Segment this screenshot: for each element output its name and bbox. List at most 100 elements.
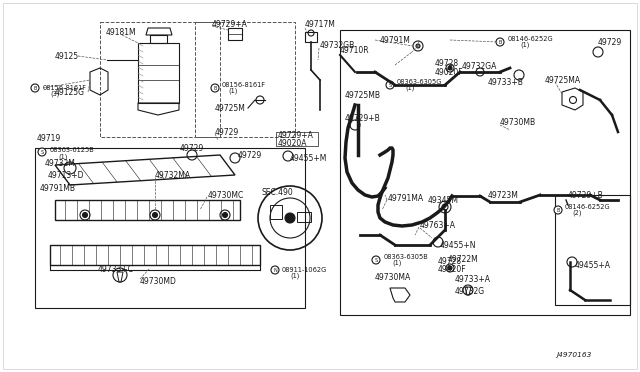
Bar [138,43,179,103]
Text: 49732MA: 49732MA [155,170,191,180]
Bar [50,245,260,265]
Text: 49732GB: 49732GB [320,41,355,49]
Text: 49719: 49719 [37,134,61,142]
Text: 49125G: 49125G [55,87,85,96]
Text: J4970163: J4970163 [556,352,591,358]
Text: 49791M: 49791M [380,35,411,45]
Text: (3): (3) [50,91,60,97]
Text: 08146-6252G: 08146-6252G [508,36,554,42]
Bar [276,132,318,146]
Text: 49732GA: 49732GA [462,61,497,71]
Text: 49728: 49728 [435,58,459,67]
Text: 49710R: 49710R [340,45,370,55]
Text: 49733+B: 49733+B [488,77,524,87]
Text: 49722M: 49722M [448,256,479,264]
Text: 08156-8161F: 08156-8161F [43,85,87,91]
Text: 49725M: 49725M [215,103,246,112]
Text: 49729: 49729 [238,151,262,160]
Text: 49791MA: 49791MA [388,193,424,202]
Text: B: B [556,208,560,212]
Text: 49728: 49728 [438,257,462,266]
Text: 49729: 49729 [598,38,622,46]
Circle shape [416,44,420,48]
Text: 49729+A: 49729+A [212,19,248,29]
Text: SEC.490: SEC.490 [262,187,294,196]
Bar [150,35,167,43]
Text: (2): (2) [572,210,582,216]
Text: 49733+A: 49733+A [455,276,491,285]
Text: 49729+B: 49729+B [345,113,381,122]
Text: 49729: 49729 [215,128,239,137]
Text: 49729: 49729 [180,144,204,153]
Text: 49020F: 49020F [438,266,467,275]
Text: S: S [40,150,44,154]
Text: 08911-1062G: 08911-1062G [282,267,327,273]
Text: 08146-6252G: 08146-6252G [565,204,611,210]
Text: 49763+A: 49763+A [420,221,456,230]
Text: 49455+M: 49455+M [290,154,328,163]
Text: 49181M: 49181M [106,28,136,36]
Text: 49020F: 49020F [435,67,463,77]
Text: (1): (1) [228,88,237,94]
Text: B: B [213,86,217,90]
Text: 49725MA: 49725MA [545,76,581,84]
Bar [228,28,242,40]
Bar [100,22,220,137]
Circle shape [285,213,295,223]
Text: 49020A: 49020A [278,138,307,148]
Text: 08363-6305G: 08363-6305G [397,79,442,85]
Text: 49455+A: 49455+A [575,260,611,269]
Text: 49713+D: 49713+D [48,170,84,180]
Bar [55,200,240,220]
Text: N: N [273,267,277,273]
Circle shape [152,212,157,218]
Circle shape [83,212,88,218]
Text: 08363-6125B: 08363-6125B [50,147,95,153]
Text: 49730MB: 49730MB [500,118,536,126]
Bar [555,195,630,305]
Text: 49732G: 49732G [455,288,485,296]
Circle shape [31,84,39,92]
Text: 49732M: 49732M [45,158,76,167]
Text: 49455+N: 49455+N [440,241,477,250]
Circle shape [554,206,562,214]
Circle shape [271,266,279,274]
Circle shape [38,148,46,156]
Text: 49723M: 49723M [488,190,519,199]
Bar [270,205,282,219]
Circle shape [223,212,227,218]
Text: (1): (1) [290,273,300,279]
Circle shape [211,84,219,92]
Text: (1): (1) [520,42,529,48]
Text: (1): (1) [392,260,401,266]
Text: 49730MC: 49730MC [208,190,244,199]
Text: B: B [499,39,502,45]
Text: 08363-6305B: 08363-6305B [384,254,429,260]
Text: B: B [33,86,36,90]
Bar [195,22,295,137]
Circle shape [372,256,380,264]
Text: 49730MA: 49730MA [375,273,412,282]
Circle shape [448,266,452,270]
Bar [340,30,630,315]
Text: 49717M: 49717M [305,19,336,29]
Text: 49733+C: 49733+C [98,266,134,275]
Bar [305,32,317,42]
Text: 49729+A: 49729+A [278,131,314,140]
Circle shape [448,66,452,70]
Text: 49791MB: 49791MB [40,183,76,192]
Text: 49125: 49125 [55,51,79,61]
Text: 08156-8161F: 08156-8161F [222,82,266,88]
Text: 49730MD: 49730MD [140,278,177,286]
Text: (1): (1) [58,154,67,160]
Circle shape [496,38,504,46]
Circle shape [386,81,394,89]
Text: S: S [388,83,392,87]
Bar [35,148,305,308]
Text: 49725MB: 49725MB [345,90,381,99]
Bar [297,212,311,222]
Text: 49345M: 49345M [428,196,459,205]
Text: (1): (1) [405,85,414,91]
Text: S: S [374,257,378,263]
Text: 49729+B: 49729+B [568,190,604,199]
